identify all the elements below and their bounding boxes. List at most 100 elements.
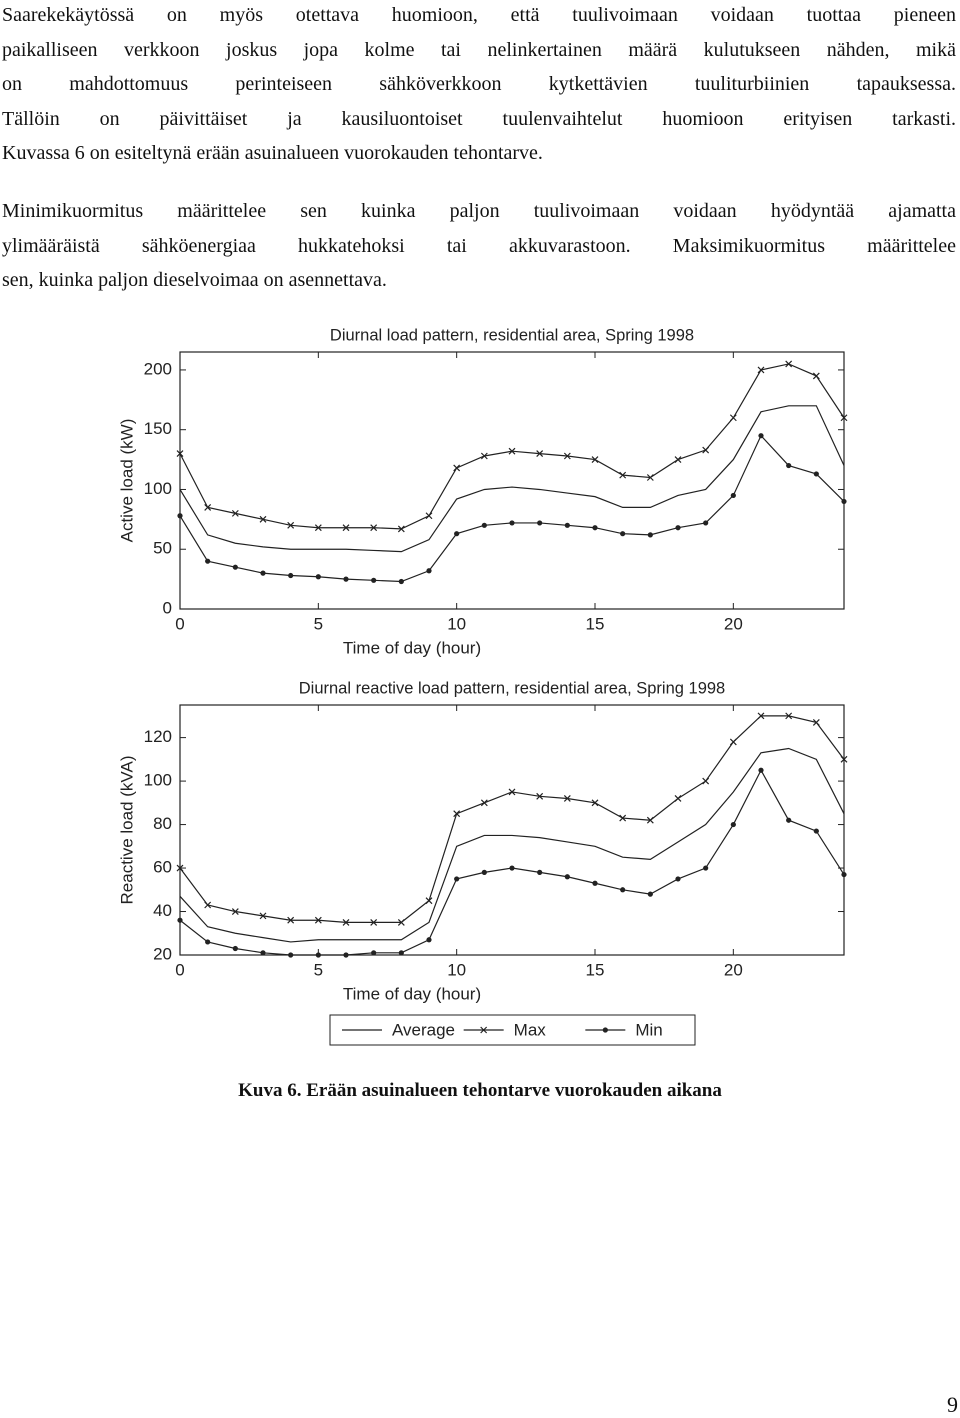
y-tick-label: 20 — [153, 944, 172, 963]
marker — [314, 524, 322, 532]
x-tick-label: 0 — [175, 614, 184, 633]
marker — [786, 462, 792, 469]
marker — [703, 520, 709, 526]
marker — [757, 366, 765, 374]
y-tick-label: 80 — [153, 814, 172, 833]
marker — [370, 524, 378, 532]
text-line: Saarekekäytössä on myös otettava huomioo… — [2, 4, 956, 26]
x-tick-label: 5 — [314, 614, 323, 633]
paragraph: Minimikuormitus määrittelee sen kuinka p… — [2, 196, 956, 300]
marker — [647, 532, 653, 538]
marker — [675, 876, 681, 882]
marker — [674, 456, 682, 464]
legend-label: Max — [514, 1020, 547, 1039]
x-tick-label: 20 — [724, 960, 743, 979]
marker — [619, 471, 627, 479]
marker — [343, 576, 349, 582]
marker — [602, 1027, 608, 1033]
marker — [812, 718, 820, 726]
marker — [564, 874, 570, 880]
text-line: Minimikuormitus määrittelee sen kuinka p… — [2, 200, 956, 222]
marker — [288, 572, 294, 579]
marker — [259, 515, 267, 523]
series-line — [179, 434, 845, 583]
page-number: 9 — [947, 1392, 958, 1417]
marker — [730, 821, 736, 828]
marker — [620, 887, 626, 893]
marker — [205, 939, 211, 945]
marker — [260, 570, 266, 576]
x-tick-label: 10 — [447, 960, 466, 979]
marker — [204, 503, 212, 511]
marker — [397, 918, 405, 926]
marker — [288, 952, 294, 958]
marker — [729, 414, 737, 422]
marker — [454, 531, 460, 537]
marker — [813, 471, 819, 477]
y-axis-label: Active load (kW) — [117, 419, 136, 543]
marker — [453, 464, 461, 472]
plot-frame — [179, 704, 845, 956]
marker — [370, 918, 378, 926]
marker — [425, 897, 433, 905]
y-tick-label: 200 — [144, 359, 172, 378]
marker — [730, 492, 736, 499]
marker — [205, 558, 211, 564]
marker — [231, 509, 239, 517]
marker — [620, 531, 626, 537]
marker — [342, 918, 350, 926]
marker — [508, 447, 516, 455]
y-axis-label: Reactive load (kVA) — [117, 756, 136, 905]
y-tick-label: 40 — [153, 901, 172, 920]
marker — [426, 937, 432, 943]
y-tick-label: 100 — [144, 771, 172, 790]
marker — [536, 450, 544, 458]
y-tick-label: 50 — [153, 539, 172, 558]
series-line — [179, 405, 845, 553]
marker — [480, 1026, 488, 1034]
x-tick-label: 5 — [314, 960, 323, 979]
marker — [840, 755, 848, 763]
marker — [398, 950, 404, 956]
marker — [592, 525, 598, 531]
y-tick-label: 60 — [153, 858, 172, 877]
marker — [259, 912, 267, 920]
marker — [785, 360, 793, 368]
marker — [841, 871, 847, 878]
marker — [537, 520, 543, 526]
text-line: Tällöin on päivittäiset ja kausiluontois… — [2, 107, 956, 130]
legend-label: Min — [635, 1020, 662, 1039]
marker — [646, 816, 654, 824]
marker — [758, 767, 764, 773]
marker — [176, 864, 184, 872]
series-line — [179, 768, 845, 956]
marker — [785, 712, 793, 720]
legend-label: Average — [392, 1020, 455, 1039]
marker — [425, 512, 433, 520]
marker — [563, 795, 571, 802]
marker — [702, 777, 710, 785]
marker — [813, 828, 819, 834]
marker — [674, 795, 682, 802]
marker — [786, 817, 792, 823]
marker — [647, 891, 653, 897]
marker — [509, 520, 515, 526]
y-tick-label: 0 — [163, 598, 172, 617]
marker — [480, 452, 488, 460]
text-line: paikalliseen verkkoon joskus jopa kolme … — [2, 38, 956, 61]
marker — [592, 880, 598, 886]
x-axis-label: Time of day (hour) — [343, 638, 481, 657]
series-line — [179, 363, 845, 530]
marker — [480, 799, 488, 807]
paragraph: Saarekekäytössä on myös otettava huomioo… — [2, 0, 956, 173]
marker — [177, 513, 183, 519]
marker — [812, 372, 820, 380]
marker — [314, 916, 322, 924]
marker — [426, 568, 432, 574]
x-tick-label: 10 — [447, 614, 466, 633]
marker — [231, 908, 239, 915]
x-tick-label: 0 — [175, 960, 184, 979]
y-tick-label: 120 — [144, 727, 172, 746]
